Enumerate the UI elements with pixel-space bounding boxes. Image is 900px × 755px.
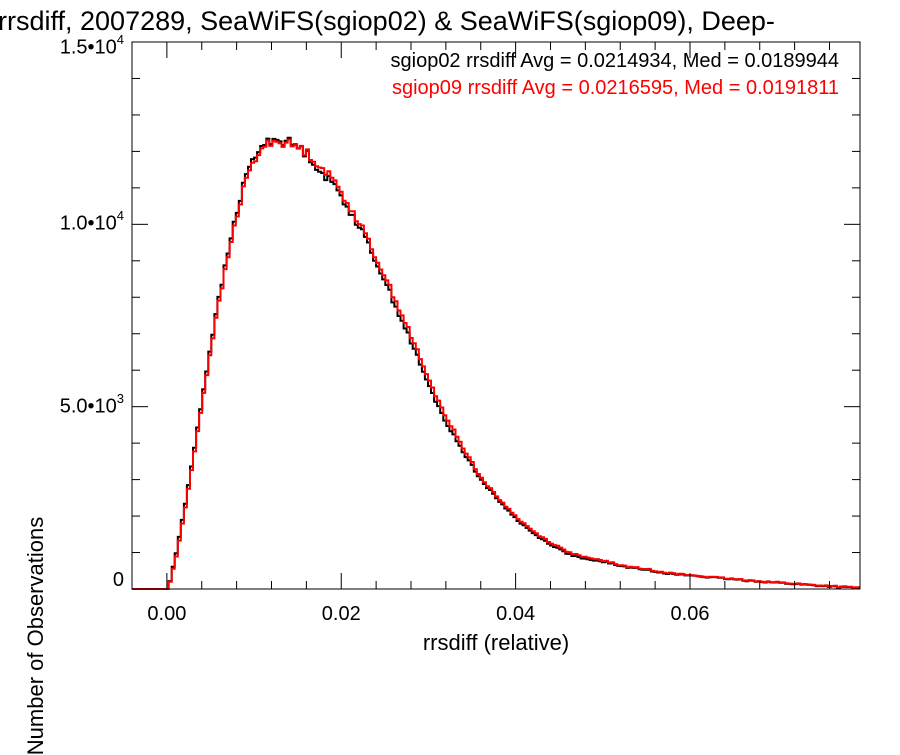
chart-title: rrsdiff, 2007289, SeaWiFS(sgiop02) & Sea… (0, 6, 775, 36)
histogram-plot (131, 41, 861, 590)
y-tick-label: 5.0•103 (59, 390, 124, 418)
y-axis-label: Number of Observations (23, 516, 48, 755)
y-tick-label: 1.0•104 (59, 208, 124, 235)
x-tick-label: 0.04 (496, 603, 536, 625)
series-layer (132, 136, 860, 590)
tick-marks (131, 41, 860, 590)
x-tick-label: 0.00 (147, 603, 187, 625)
x-tick-label: 0.02 (321, 603, 361, 625)
legend-entry-sgiop02: sgiop02 rrsdiff Avg = 0.0214934, Med = 0… (390, 50, 840, 72)
legend-entry-sgiop09: sgiop09 rrsdiff Avg = 0.0216595, Med = 0… (391, 77, 839, 99)
y-tick-label: 1.5•104 (59, 32, 124, 59)
x-tick-label: 0.06 (670, 603, 710, 625)
x-axis-label: rrsdiff (relative) (422, 630, 570, 655)
series-line-1 (132, 138, 860, 590)
y-tick-label: 0 (112, 569, 124, 591)
plot-frame (131, 41, 861, 590)
